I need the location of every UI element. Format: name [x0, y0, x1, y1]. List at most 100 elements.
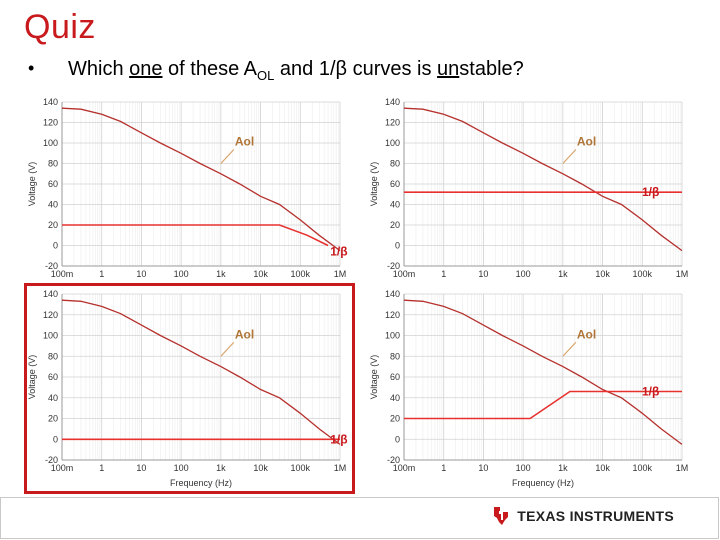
- aol-annotation: Aol: [577, 135, 596, 149]
- y-tick-label: 0: [395, 434, 400, 444]
- aol-curve: [403, 299, 683, 445]
- y-tick-label: 80: [390, 159, 400, 169]
- y-axis-label: Voltage (V): [27, 355, 37, 400]
- x-tick-label: 1: [441, 269, 446, 279]
- x-tick-label: 1k: [558, 269, 568, 279]
- y-tick-label: 140: [43, 97, 58, 107]
- y-tick-label: 120: [43, 118, 58, 128]
- aol-annotation: Aol: [235, 327, 254, 341]
- inverse-beta-annotation: 1/β: [642, 385, 659, 399]
- aol-annotation: Aol: [235, 135, 254, 149]
- x-tick-label: 100m: [51, 269, 74, 279]
- aol-annotation: Aol: [577, 327, 596, 341]
- x-tick-label: 100m: [393, 269, 416, 279]
- aol-leader-line: [562, 341, 577, 357]
- x-tick-label: 100: [174, 463, 189, 473]
- inverse-beta-curve: [62, 224, 329, 247]
- inverse-beta-annotation: 1/β: [330, 244, 347, 258]
- y-tick-label: 140: [43, 289, 58, 299]
- y-tick-label: 20: [48, 220, 58, 230]
- x-tick-label: 10k: [253, 269, 268, 279]
- x-axis-label: Frequency (Hz): [170, 478, 232, 488]
- y-tick-label: 100: [385, 331, 400, 341]
- y-tick-label: 120: [385, 310, 400, 320]
- question-emphasis-one: one: [129, 58, 163, 80]
- y-tick-label: 0: [53, 434, 58, 444]
- question-part: of these A: [162, 58, 258, 80]
- y-tick-label: -20: [45, 261, 58, 271]
- y-tick-label: 40: [390, 393, 400, 403]
- aol-leader-line: [562, 149, 577, 164]
- y-tick-label: 60: [390, 179, 400, 189]
- aol-leader-line: [220, 149, 235, 164]
- x-tick-label: 10: [136, 269, 146, 279]
- x-tick-label: 1k: [558, 463, 568, 473]
- x-tick-label: 1M: [676, 463, 689, 473]
- x-tick-label: 1M: [334, 269, 347, 279]
- x-tick-label: 1k: [216, 463, 226, 473]
- x-tick-label: 1M: [676, 269, 689, 279]
- y-tick-label: 60: [48, 372, 58, 382]
- y-tick-label: 40: [390, 200, 400, 210]
- y-tick-label: 80: [48, 351, 58, 361]
- y-tick-label: 0: [395, 241, 400, 251]
- ti-logo: TEXAS INSTRUMENTS: [491, 506, 674, 526]
- x-tick-label: 100: [516, 463, 531, 473]
- y-tick-label: 100: [43, 331, 58, 341]
- x-tick-label: 100: [174, 269, 189, 279]
- x-tick-label: 100: [516, 269, 531, 279]
- inverse-beta-annotation: 1/β: [330, 432, 347, 446]
- x-tick-label: 1M: [334, 463, 347, 473]
- y-tick-label: 0: [53, 241, 58, 251]
- y-tick-label: 80: [48, 159, 58, 169]
- x-tick-label: 1: [99, 269, 104, 279]
- aol-curve: [61, 107, 341, 252]
- x-tick-label: 1: [99, 463, 104, 473]
- y-axis-label: Voltage (V): [27, 162, 37, 207]
- y-tick-label: 100: [385, 138, 400, 148]
- x-axis-label: Frequency (Hz): [512, 478, 574, 488]
- x-tick-label: 100k: [291, 269, 311, 279]
- y-tick-label: 20: [390, 414, 400, 424]
- x-tick-label: 10k: [595, 463, 610, 473]
- inverse-beta-curve: [404, 390, 682, 420]
- aol-curve: [403, 107, 683, 252]
- question-emphasis-un: un: [437, 58, 460, 80]
- y-axis-label: Voltage (V): [369, 355, 379, 400]
- answer-highlight-box: [24, 283, 355, 494]
- y-tick-label: 120: [385, 118, 400, 128]
- y-tick-label: 140: [385, 289, 400, 299]
- x-tick-label: 100k: [633, 463, 653, 473]
- question-part: Which: [68, 58, 130, 80]
- question-text: Which one of these AOL and 1/β curves is…: [68, 58, 524, 83]
- y-tick-label: 140: [385, 97, 400, 107]
- x-tick-label: 10k: [595, 269, 610, 279]
- x-tick-label: 100m: [51, 463, 74, 473]
- slide-title: Quiz: [24, 8, 96, 46]
- x-tick-label: 100k: [291, 463, 311, 473]
- x-tick-label: 10: [478, 463, 488, 473]
- y-tick-label: 40: [48, 393, 58, 403]
- ti-logo-text: TEXAS INSTRUMENTS: [517, 508, 674, 524]
- x-tick-label: 10k: [253, 463, 268, 473]
- y-tick-label: -20: [387, 261, 400, 271]
- y-tick-label: -20: [387, 455, 400, 465]
- question-part: and 1/β curves is: [274, 58, 438, 80]
- y-tick-label: 20: [390, 220, 400, 230]
- y-tick-label: 100: [43, 138, 58, 148]
- y-tick-label: 60: [390, 372, 400, 382]
- x-tick-label: 1: [441, 463, 446, 473]
- y-tick-label: 20: [48, 414, 58, 424]
- bullet-dot: •: [28, 58, 35, 78]
- x-tick-label: 10: [136, 463, 146, 473]
- inverse-beta-annotation: 1/β: [642, 185, 659, 199]
- x-tick-label: 10: [478, 269, 488, 279]
- y-tick-label: 60: [48, 179, 58, 189]
- x-tick-label: 100k: [633, 269, 653, 279]
- x-tick-label: 1k: [216, 269, 226, 279]
- footer-bar: TEXAS INSTRUMENTS: [0, 497, 719, 539]
